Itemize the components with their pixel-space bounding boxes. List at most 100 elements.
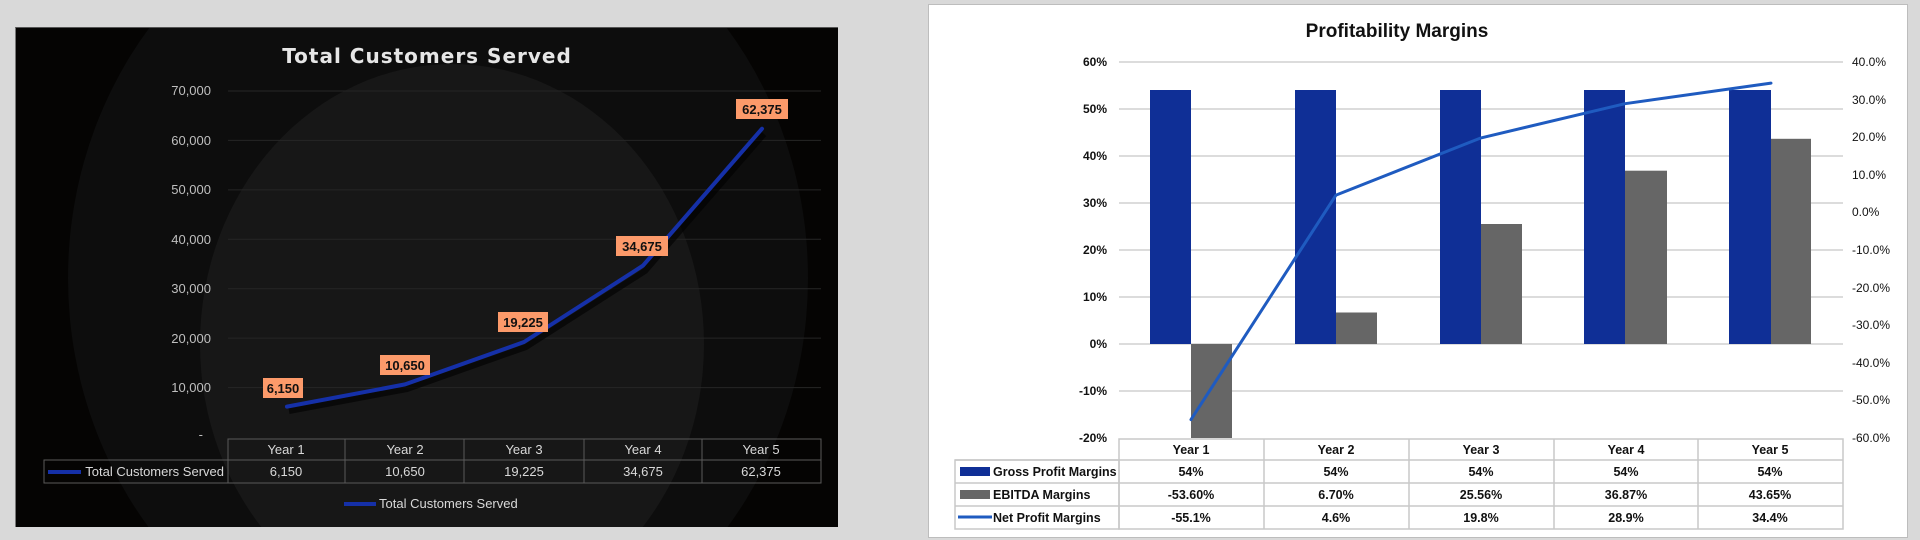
gridlines [228,90,821,389]
bar-gross-y5[interactable] [1729,90,1771,344]
data-label: 62,375 [742,102,782,117]
table-cell: 6,150 [270,464,303,479]
series-line-net-profit[interactable] [1189,81,1773,422]
bar-ebitda-y4[interactable] [1625,170,1667,344]
table-cell: 4.6% [1322,511,1351,525]
table-cell: -55.1% [1171,511,1211,525]
legend-label: Total Customers Served [379,496,518,511]
legend-key-gray-bar [960,490,990,499]
y-axis-right: 40.0% 30.0% 20.0% 10.0% 0.0% -10.0% -20.… [1852,55,1890,445]
y-tick: 40.0% [1852,55,1886,69]
y-axis-left: 60% 50% 40% 30% 20% 10% 0% -10% -20% [1079,55,1107,445]
table-cell: 34.4% [1752,511,1787,525]
table-cell: 54% [1468,465,1493,479]
legend[interactable]: Total Customers Served [344,496,518,511]
y-tick: -30.0% [1852,318,1890,332]
y-tick: 30% [1083,196,1107,210]
y-tick: 20% [1083,243,1107,257]
table-header: Year 4 [624,442,661,457]
bar-gross-y1[interactable] [1150,90,1191,344]
bar-gross-y4[interactable] [1584,90,1625,344]
bar-ebitda-y3[interactable] [1481,224,1522,344]
table-header: Year 2 [1318,443,1355,457]
table-cell: 34,675 [623,464,663,479]
customers-chart-svg: Total Customers Served 70,000 60,000 50,… [43,44,822,511]
table-cell: 54% [1757,465,1782,479]
y-tick: -50.0% [1852,393,1890,407]
data-table [954,438,1844,530]
y-tick: -60.0% [1852,431,1890,445]
y-tick: -20.0% [1852,281,1890,295]
y-tick: 20.0% [1852,130,1886,144]
bar-ebitda-y2[interactable] [1336,312,1377,345]
table-header: Year 3 [1463,443,1500,457]
y-axis: 70,000 60,000 50,000 40,000 30,000 20,00… [171,83,211,442]
row-label: Total Customers Served [85,464,224,479]
margins-chart-panel[interactable]: Profitability Margins 60% 50% 40% 30% 20… [928,4,1908,538]
data-label: 34,675 [622,239,662,254]
table-cell: 25.56% [1460,488,1502,502]
y-tick: 0% [1090,337,1108,351]
y-tick: 30.0% [1852,93,1886,107]
bar-gross-y2[interactable] [1295,90,1336,344]
table-row: EBITDA Margins -53.60% 6.70% 25.56% 36.8… [960,488,1791,502]
table-cell: 19,225 [504,464,544,479]
background-ellipse-inner [200,64,704,527]
table-header: Year 2 [386,442,423,457]
table-cell: 19.8% [1463,511,1498,525]
data-table-header: Year 1 Year 2 Year 3 Year 4 Year 5 [1173,443,1789,457]
bar-gross-y3[interactable] [1440,90,1481,344]
table-header: Year 3 [505,442,542,457]
data-table [43,438,822,484]
table-cell: 36.87% [1605,488,1647,502]
y-tick: 40% [1083,149,1107,163]
data-labels: 6,150 10,650 19,225 34,675 62,375 [263,99,788,398]
table-header: Year 1 [267,442,304,457]
table-header: Year 5 [742,442,779,457]
y-tick: -20% [1079,431,1107,445]
table-cell: 54% [1613,465,1638,479]
y-tick: -40.0% [1852,356,1890,370]
y-tick: 60% [1083,55,1107,69]
data-label: 6,150 [267,381,300,396]
table-header: Year 4 [1608,443,1645,457]
chart-title: Profitability Margins [1306,21,1489,42]
y-tick: 30,000 [171,281,211,296]
y-tick: -10% [1079,384,1107,398]
y-tick: 10,000 [171,380,211,395]
table-row: Total Customers Served 6,150 10,650 19,2… [48,464,781,479]
data-label: 10,650 [385,358,425,373]
y-tick: 10% [1083,290,1107,304]
margins-chart-svg: Profitability Margins 60% 50% 40% 30% 20… [954,21,1890,530]
data-table-header: Year 1 Year 2 Year 3 Year 4 Year 5 [267,442,779,457]
y-tick: -10.0% [1852,243,1890,257]
row-label: EBITDA Margins [993,488,1091,502]
series-bars-ebitda[interactable] [1191,138,1811,438]
y-tick: 0.0% [1852,205,1880,219]
table-cell: 54% [1323,465,1348,479]
y-tick: 10.0% [1852,168,1886,182]
bar-ebitda-y1[interactable] [1191,344,1232,438]
y-tick: 50,000 [171,182,211,197]
y-tick: 50% [1083,102,1107,116]
table-cell: 62,375 [741,464,781,479]
y-tick: 60,000 [171,133,211,148]
table-cell: 43.65% [1749,488,1791,502]
row-label: Net Profit Margins [993,511,1101,525]
table-row: Gross Profit Margins 54% 54% 54% 54% 54% [960,465,1783,479]
chart-title: Total Customers Served [282,44,572,68]
y-tick: 40,000 [171,232,211,247]
table-header: Year 5 [1752,443,1789,457]
bar-ebitda-y5[interactable] [1771,138,1811,344]
y-tick: 20,000 [171,331,211,346]
row-label: Gross Profit Margins [993,465,1117,479]
series-bars-gross-profit[interactable] [1150,90,1771,344]
customers-chart-panel[interactable]: Total Customers Served 70,000 60,000 50,… [15,27,838,527]
series-line-shadow [288,132,767,414]
data-label: 19,225 [503,315,543,330]
table-cell: 6.70% [1318,488,1353,502]
table-cell: 54% [1178,465,1203,479]
series-line-total-customers[interactable] [285,126,764,409]
table-cell: 28.9% [1608,511,1643,525]
table-header: Year 1 [1173,443,1210,457]
